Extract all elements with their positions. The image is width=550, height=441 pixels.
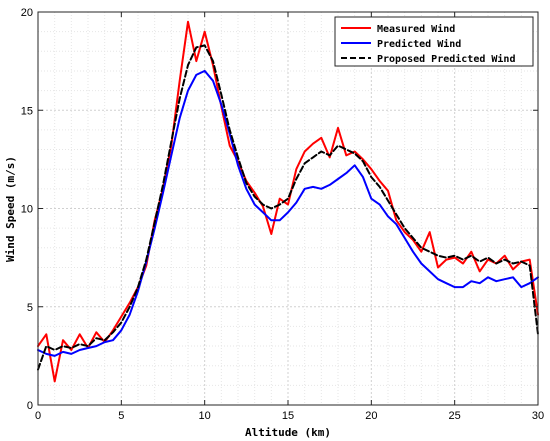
x-tick-label: 5	[118, 410, 124, 422]
legend: Measured Wind Predicted Wind Proposed Pr…	[334, 16, 534, 67]
y-tick-label: 0	[27, 400, 33, 412]
y-tick-labels: 0 5 10 15 20	[21, 7, 33, 412]
series-proposed-predicted-wind	[37, 44, 539, 371]
y-tick-label: 10	[21, 204, 33, 216]
legend-label-proposed: Proposed Predicted Wind	[377, 53, 515, 65]
x-tick-label: 15	[282, 410, 294, 422]
x-tick-label: 0	[35, 410, 41, 422]
series-lines	[37, 20, 539, 383]
grid-lines	[38, 12, 538, 405]
axis-ticks	[37, 11, 539, 406]
x-tick-labels: 0 5 10 15 20 25 30	[35, 410, 544, 422]
y-tick-label: 15	[21, 105, 33, 117]
legend-label-measured: Measured Wind	[377, 23, 455, 35]
x-axis-title: Altitude (km)	[245, 426, 331, 439]
x-tick-label: 20	[365, 410, 377, 422]
y-axis-title: Wind Speed (m/s)	[4, 156, 17, 262]
y-tick-label: 5	[27, 302, 33, 314]
legend-label-predicted: Predicted Wind	[377, 38, 461, 50]
series-predicted-wind	[37, 69, 539, 357]
series-measured-wind	[37, 20, 539, 383]
x-tick-label: 25	[449, 410, 461, 422]
y-tick-label: 20	[21, 7, 33, 19]
x-tick-label: 30	[532, 410, 544, 422]
x-tick-label: 10	[199, 410, 211, 422]
